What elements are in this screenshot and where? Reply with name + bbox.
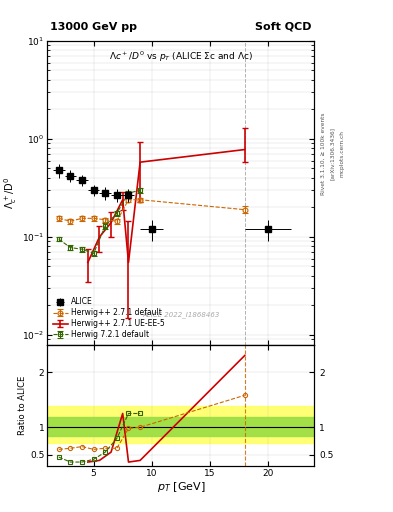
Y-axis label: $\Lambda_c^+$/D$^0$: $\Lambda_c^+$/D$^0$	[2, 177, 19, 209]
Text: ALICE 2022_I1868463: ALICE 2022_I1868463	[142, 311, 219, 317]
Legend: ALICE, Herwig++ 2.7.1 default, Herwig++ 2.7.1 UE-EE-5, Herwig 7.2.1 default: ALICE, Herwig++ 2.7.1 default, Herwig++ …	[51, 296, 166, 340]
Bar	[47, 417, 314, 436]
X-axis label: $p_T$ [GeV]: $p_T$ [GeV]	[156, 480, 205, 495]
Text: Soft QCD: Soft QCD	[255, 22, 312, 32]
Text: $\Lambda c^+/D^0$ vs $p_T$ (ALICE $\Sigma$c and $\Lambda$c): $\Lambda c^+/D^0$ vs $p_T$ (ALICE $\Sigm…	[109, 50, 253, 65]
Text: [arXiv:1306.3436]: [arXiv:1306.3436]	[330, 127, 335, 180]
Text: 13000 GeV pp: 13000 GeV pp	[50, 22, 137, 32]
Y-axis label: Ratio to ALICE: Ratio to ALICE	[18, 376, 27, 435]
Text: Rivet 3.1.10, ≥ 100k events: Rivet 3.1.10, ≥ 100k events	[320, 112, 325, 195]
Bar	[47, 407, 314, 443]
Text: mcplots.cern.ch: mcplots.cern.ch	[340, 130, 345, 177]
